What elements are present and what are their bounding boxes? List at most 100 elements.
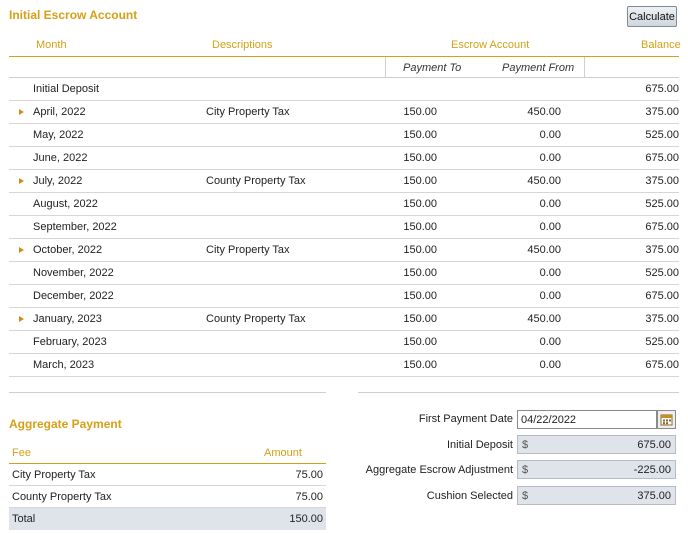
escrow-row[interactable]: October, 2022 City Property Tax 150.00 450.… [9, 239, 679, 262]
balance-cell: 675.00 [645, 290, 679, 302]
caret-right-icon[interactable] [19, 316, 24, 322]
payment-from-cell: 450.00 [527, 175, 561, 187]
column-header-descriptions: Descriptions [212, 39, 273, 51]
month-cell: December, 2022 [33, 290, 114, 302]
fee-name: County Property Tax [12, 491, 112, 503]
initial-deposit-label: Initial Deposit [446, 439, 513, 451]
calculate-button[interactable]: Calculate [627, 6, 677, 27]
escrow-row: August, 2022 150.00 0.00 525.00 [9, 193, 679, 216]
fee-name: City Property Tax [12, 469, 96, 481]
first-payment-date-input[interactable] [517, 410, 657, 429]
month-cell: October, 2022 [33, 244, 103, 256]
balance-cell: 525.00 [645, 267, 679, 279]
description-cell: City Property Tax [206, 244, 290, 256]
section-divider [9, 392, 326, 393]
payment-to-cell: 150.00 [403, 336, 437, 348]
total-label: Total [12, 513, 36, 525]
currency-symbol: $ [522, 439, 529, 451]
column-header-amount: Amount [264, 447, 302, 459]
currency-symbol: $ [522, 464, 529, 476]
balance-cell: 375.00 [645, 313, 679, 325]
escrow-row: May, 2022 150.00 0.00 525.00 [9, 124, 679, 147]
page-title: Initial Escrow Account [9, 8, 138, 22]
balance-cell: 675.00 [645, 83, 679, 95]
caret-right-icon[interactable] [19, 109, 24, 115]
caret-right-icon[interactable] [19, 178, 24, 184]
column-separator [584, 57, 585, 77]
escrow-row[interactable]: April, 2022 City Property Tax 150.00 450.00… [9, 101, 679, 124]
month-cell: January, 2023 [33, 313, 102, 325]
escrow-row: February, 2023 150.00 0.00 525.00 [9, 331, 679, 354]
aggregate-adjustment-label: Aggregate Escrow Adjustment [365, 464, 513, 476]
balance-cell: 375.00 [645, 244, 679, 256]
cushion-selected-field: $ 375.00 [517, 486, 676, 505]
payment-to-cell: 150.00 [403, 359, 437, 371]
escrow-row: November, 2022 150.00 0.00 525.00 [9, 262, 679, 285]
payment-to-cell: 150.00 [403, 152, 437, 164]
month-cell: July, 2022 [33, 175, 83, 187]
aggregate-adjustment-value: -225.00 [633, 464, 671, 476]
first-payment-date-label: First Payment Date [418, 413, 513, 425]
escrow-row: September, 2022 150.00 0.00 675.00 [9, 216, 679, 239]
month-cell: May, 2022 [33, 129, 84, 141]
payment-from-cell: 0.00 [539, 152, 561, 164]
payment-from-cell: 450.00 [527, 244, 561, 256]
section-divider [358, 392, 679, 393]
date-picker-button[interactable] [657, 410, 676, 429]
payment-from-cell: 450.00 [527, 313, 561, 325]
escrow-row[interactable]: July, 2022 County Property Tax 150.00 450.0… [9, 170, 679, 193]
fee-amount: 75.00 [295, 491, 323, 503]
aggregate-row: City Property Tax 75.00 [9, 464, 326, 486]
balance-cell: 525.00 [645, 198, 679, 210]
fee-amount: 75.00 [295, 469, 323, 481]
payment-to-cell: 150.00 [403, 129, 437, 141]
month-cell: Initial Deposit [33, 83, 100, 95]
balance-cell: 675.00 [645, 152, 679, 164]
description-cell: County Property Tax [206, 313, 306, 325]
column-header-payment-to: Payment To [403, 62, 462, 74]
column-header-month: Month [36, 39, 67, 51]
escrow-row[interactable]: January, 2023 County Property Tax 150.00 45… [9, 308, 679, 331]
aggregate-total-row: Total 150.00 [9, 508, 326, 530]
initial-deposit-field: $ 675.00 [517, 435, 676, 454]
payment-from-cell: 450.00 [527, 106, 561, 118]
payment-to-cell: 150.00 [403, 221, 437, 233]
escrow-row: June, 2022 150.00 0.00 675.00 [9, 147, 679, 170]
payment-to-cell: 150.00 [403, 106, 437, 118]
aggregate-header-divider [9, 463, 326, 464]
calendar-icon [660, 414, 673, 426]
balance-cell: 525.00 [645, 129, 679, 141]
cushion-selected-label: Cushion Selected [426, 490, 513, 502]
aggregate-adjustment-field: $ -225.00 [517, 460, 676, 479]
column-header-escrow-account: Escrow Account [451, 39, 530, 51]
payment-to-cell: 150.00 [403, 313, 437, 325]
payment-to-cell: 150.00 [403, 175, 437, 187]
escrow-row: December, 2022 150.00 0.00 675.00 [9, 285, 679, 308]
column-separator [385, 57, 386, 77]
payment-to-cell: 150.00 [403, 290, 437, 302]
total-amount: 150.00 [289, 513, 323, 525]
payment-to-cell: 150.00 [403, 267, 437, 279]
escrow-row: March, 2023 150.00 0.00 675.00 [9, 354, 679, 377]
payment-from-cell: 0.00 [539, 336, 561, 348]
month-cell: June, 2022 [33, 152, 88, 164]
payment-from-cell: 0.00 [539, 221, 561, 233]
column-header-balance: Balance [641, 39, 681, 51]
caret-right-icon[interactable] [19, 247, 24, 253]
column-header-payment-from: Payment From [502, 62, 575, 74]
escrow-row: Initial Deposit 675.00 [9, 78, 679, 101]
month-cell: February, 2023 [33, 336, 107, 348]
month-cell: August, 2022 [33, 198, 98, 210]
payment-from-cell: 0.00 [539, 129, 561, 141]
balance-cell: 375.00 [645, 175, 679, 187]
month-cell: September, 2022 [33, 221, 117, 233]
payment-to-cell: 150.00 [403, 244, 437, 256]
payment-to-cell: 150.00 [403, 198, 437, 210]
payment-from-cell: 0.00 [539, 267, 561, 279]
description-cell: City Property Tax [206, 106, 290, 118]
balance-cell: 675.00 [645, 359, 679, 371]
header-divider [9, 56, 679, 57]
aggregate-row: County Property Tax 75.00 [9, 486, 326, 508]
cushion-selected-value: 375.00 [637, 490, 671, 502]
month-cell: March, 2023 [33, 359, 95, 371]
